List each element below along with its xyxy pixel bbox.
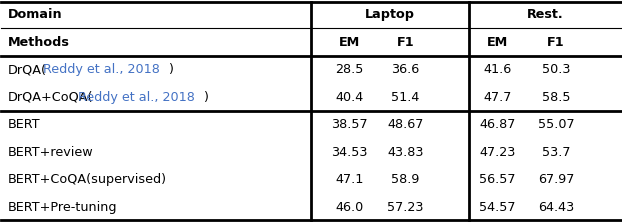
- Text: Domain: Domain: [8, 8, 63, 21]
- Text: 55.07: 55.07: [538, 118, 575, 131]
- Text: 43.83: 43.83: [387, 146, 424, 159]
- Text: Laptop: Laptop: [365, 8, 415, 21]
- Text: 50.3: 50.3: [542, 63, 570, 76]
- Text: 54.57: 54.57: [479, 201, 516, 214]
- Text: ): ): [203, 91, 208, 104]
- Text: DrQA(: DrQA(: [8, 63, 47, 76]
- Text: BERT: BERT: [8, 118, 41, 131]
- Text: 47.1: 47.1: [335, 173, 364, 186]
- Text: 36.6: 36.6: [391, 63, 419, 76]
- Text: 58.5: 58.5: [542, 91, 570, 104]
- Text: 51.4: 51.4: [391, 91, 419, 104]
- Text: Rest.: Rest.: [527, 8, 564, 21]
- Text: 38.57: 38.57: [331, 118, 368, 131]
- Text: 28.5: 28.5: [335, 63, 364, 76]
- Text: 47.23: 47.23: [479, 146, 516, 159]
- Text: BERT+review: BERT+review: [8, 146, 94, 159]
- Text: EM: EM: [339, 36, 360, 49]
- Text: 34.53: 34.53: [332, 146, 368, 159]
- Text: 64.43: 64.43: [538, 201, 574, 214]
- Text: 53.7: 53.7: [542, 146, 570, 159]
- Text: F1: F1: [396, 36, 414, 49]
- Text: 56.57: 56.57: [479, 173, 516, 186]
- Text: 46.0: 46.0: [335, 201, 364, 214]
- Text: F1: F1: [547, 36, 565, 49]
- Text: 41.6: 41.6: [483, 63, 511, 76]
- Text: 40.4: 40.4: [335, 91, 364, 104]
- Text: 58.9: 58.9: [391, 173, 419, 186]
- Text: EM: EM: [486, 36, 508, 49]
- Text: DrQA+CoQA(: DrQA+CoQA(: [8, 91, 94, 104]
- Text: 57.23: 57.23: [387, 201, 424, 214]
- Text: ): ): [168, 63, 173, 76]
- Text: BERT+Pre-tuning: BERT+Pre-tuning: [8, 201, 118, 214]
- Text: BERT+CoQA(supervised): BERT+CoQA(supervised): [8, 173, 167, 186]
- Text: Reddy et al., 2018: Reddy et al., 2018: [78, 91, 195, 104]
- Text: Methods: Methods: [8, 36, 70, 49]
- Text: Reddy et al., 2018: Reddy et al., 2018: [43, 63, 160, 76]
- Text: 47.7: 47.7: [483, 91, 511, 104]
- Text: 67.97: 67.97: [538, 173, 574, 186]
- Text: 48.67: 48.67: [387, 118, 424, 131]
- Text: 46.87: 46.87: [479, 118, 516, 131]
